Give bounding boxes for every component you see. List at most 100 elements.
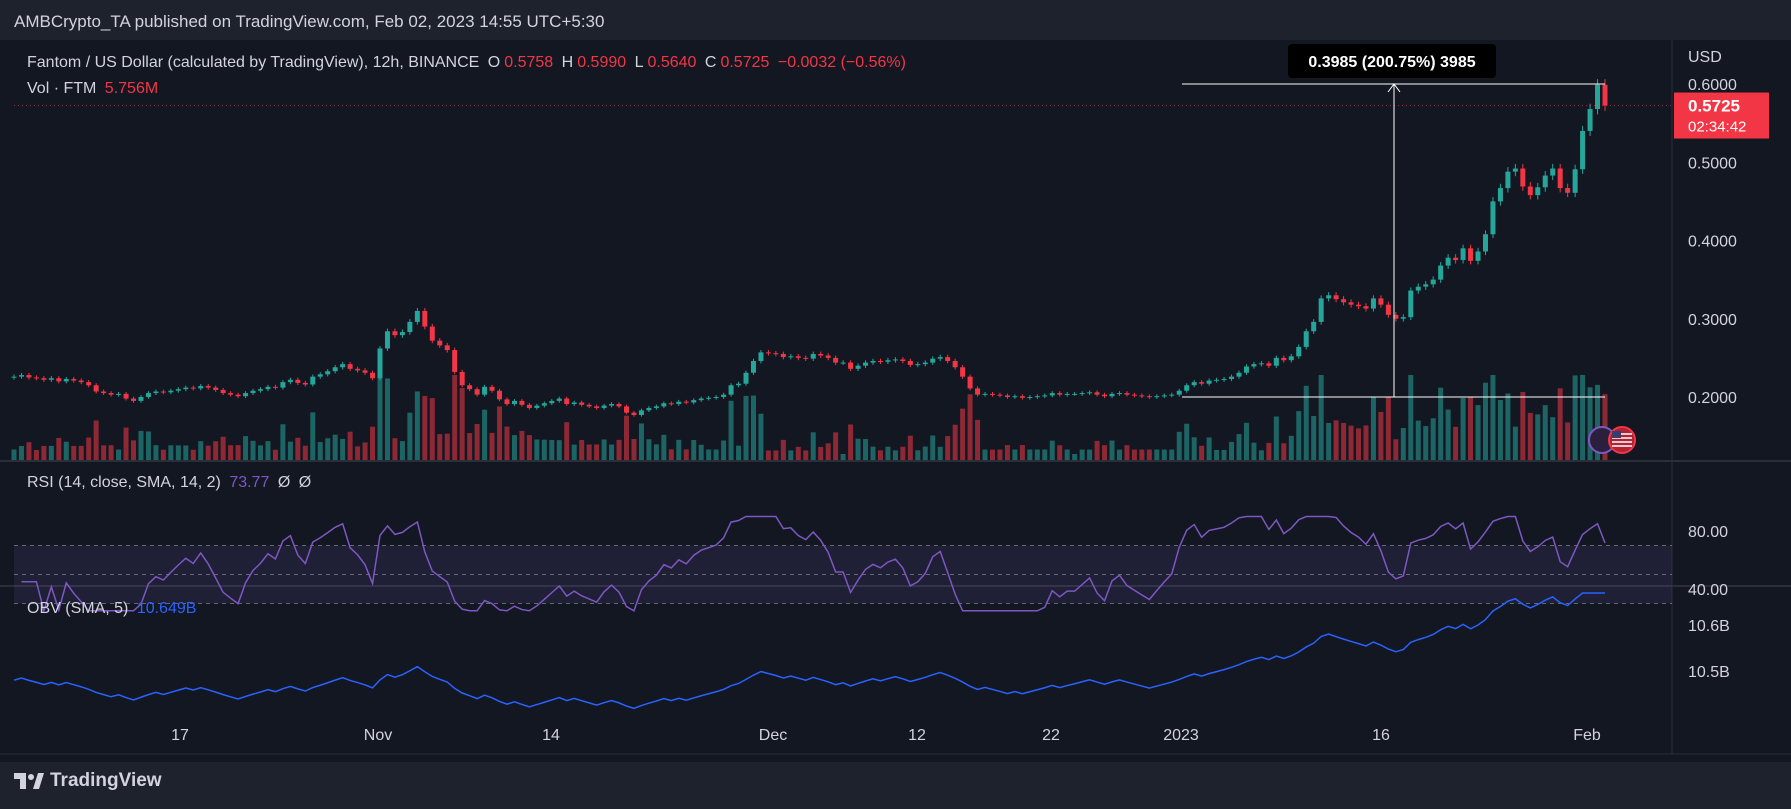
volume-bar — [1176, 431, 1182, 460]
candle-body — [384, 331, 390, 349]
volume-bar — [1341, 422, 1347, 460]
volume-bar — [1557, 388, 1563, 460]
candle-body — [1378, 298, 1384, 305]
volume-bar — [579, 440, 585, 460]
candle-body — [736, 383, 742, 386]
candle-body — [1146, 396, 1152, 398]
candle-body — [1475, 251, 1481, 261]
volume-bar — [1199, 445, 1205, 460]
volume-bar — [765, 450, 771, 460]
volume-bar — [810, 432, 816, 460]
volume-bar — [1124, 445, 1130, 460]
volume-bar — [1072, 454, 1078, 460]
rsi-label[interactable]: RSI (14, close, SMA, 14, 2) — [27, 474, 221, 491]
candle-body — [1057, 393, 1063, 395]
volume-legend: Vol · FTM 5.756M — [27, 80, 162, 98]
tradingview-logo[interactable]: TradingView — [14, 770, 162, 792]
candle-body — [945, 357, 951, 362]
volume-bar — [280, 424, 286, 460]
volume-bar — [243, 436, 249, 460]
candle-body — [601, 405, 607, 408]
volume-bar — [930, 435, 936, 460]
volume-label[interactable]: Vol · FTM — [27, 80, 97, 97]
volume-bars — [11, 375, 1608, 460]
volume-bar — [1400, 428, 1406, 460]
candle-body — [877, 361, 883, 363]
volume-bar — [698, 444, 704, 460]
candle-body — [340, 364, 346, 368]
candle-body — [26, 375, 32, 378]
volume-bar — [384, 378, 390, 460]
candle-body — [265, 386, 271, 390]
tradingview-brand: TradingView — [50, 770, 162, 791]
volume-bar — [497, 406, 503, 460]
volume-bar — [1527, 412, 1533, 460]
candle-body — [549, 400, 555, 404]
volume-bar — [1131, 449, 1137, 460]
candle-body — [1161, 395, 1167, 397]
volume-bar — [728, 400, 734, 460]
volume-bar — [287, 441, 293, 460]
volume-bar — [63, 441, 69, 460]
volume-bar — [198, 441, 204, 460]
candle-body — [1184, 385, 1190, 391]
time-tick-label: Feb — [1573, 727, 1601, 744]
symbol-title[interactable]: Fantom / US Dollar (calculated by Tradin… — [27, 54, 480, 71]
candle-body — [1042, 395, 1048, 397]
rsi-na-1: Ø — [277, 474, 291, 491]
volume-bar — [482, 409, 488, 460]
candle-body — [698, 398, 704, 401]
volume-bar — [1116, 449, 1122, 460]
measure-label: 0.3985 (200.75%) 3985 — [1308, 54, 1475, 71]
volume-bar — [131, 440, 137, 460]
volume-bar — [1139, 449, 1145, 460]
volume-bar — [1356, 428, 1362, 460]
volume-bar — [1161, 449, 1167, 460]
volume-bar — [564, 422, 570, 460]
volume-bar — [1445, 409, 1451, 460]
volume-bar — [609, 444, 615, 460]
volume-bar — [444, 433, 450, 460]
obv-label[interactable]: OBV (SMA, 5) — [27, 600, 129, 617]
volume-bar — [788, 450, 794, 460]
time-tick-label: 16 — [1372, 727, 1390, 744]
volume-bar — [676, 439, 682, 460]
candle-body — [1176, 390, 1182, 395]
volume-bar — [1049, 440, 1055, 460]
volume-bar — [534, 439, 540, 460]
volume-bar — [347, 431, 353, 460]
candle-body — [721, 394, 727, 397]
volume-bar — [467, 433, 473, 460]
volume-bar — [101, 445, 107, 460]
candle-body — [213, 387, 219, 390]
candle-body — [1520, 168, 1526, 187]
candle-body — [1004, 395, 1010, 397]
candle-body — [1415, 286, 1421, 291]
volume-bar — [646, 439, 652, 460]
volume-bar — [78, 445, 84, 460]
volume-bar — [429, 398, 435, 460]
candle-body — [1116, 393, 1122, 395]
volume-bar — [1154, 449, 1160, 460]
volume-bar — [1146, 449, 1152, 460]
us-flag-canton — [1612, 431, 1621, 438]
volume-bar — [489, 432, 495, 460]
volume-bar — [623, 415, 629, 460]
volume-bar — [803, 450, 809, 460]
volume-bar — [228, 445, 234, 460]
candle-body — [1064, 393, 1070, 395]
candle-body — [407, 321, 413, 333]
volume-bar — [123, 427, 129, 460]
volume-bar — [1475, 405, 1481, 460]
candle-body — [272, 386, 278, 388]
candle-body — [1281, 357, 1287, 361]
high-value: 0.5990 — [577, 54, 627, 71]
volume-bar — [422, 395, 428, 460]
candle-body — [1124, 393, 1130, 395]
volume-bar — [362, 442, 368, 460]
candle-body — [1356, 304, 1362, 307]
volume-bar — [967, 394, 973, 460]
close-label: C — [704, 54, 717, 71]
candle-body — [1266, 363, 1272, 366]
